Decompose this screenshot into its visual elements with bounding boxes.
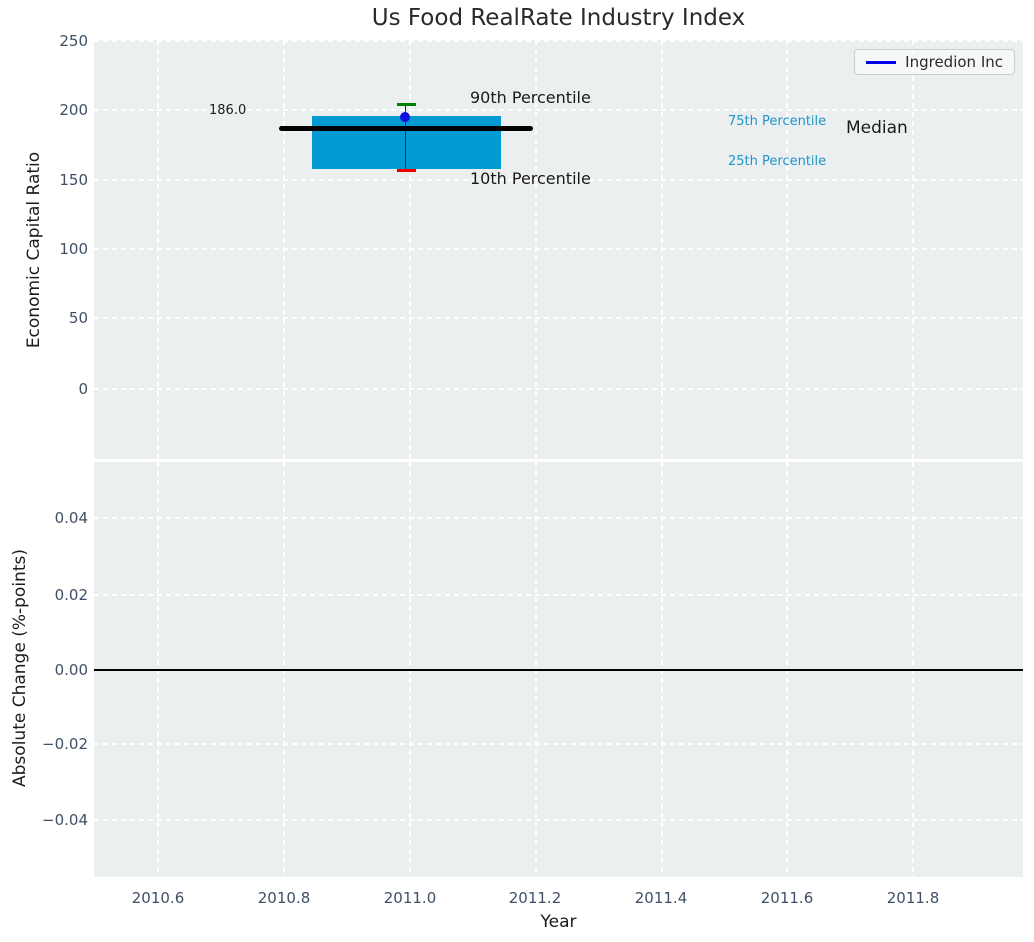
plot-area-top: 186.0 90th Percentile 10th Percentile 75… — [94, 40, 1023, 459]
ytick-label: 250 — [59, 32, 88, 50]
gridline — [94, 743, 1023, 745]
annotation-median: Median — [846, 118, 908, 138]
median-value-label: 186.0 — [209, 103, 247, 118]
plot-area-bottom — [94, 462, 1023, 877]
ytick-label: −0.04 — [42, 811, 88, 829]
xtick-label: 2011.6 — [760, 889, 814, 907]
gridline — [94, 179, 1023, 181]
cap-90th-percentile — [397, 103, 416, 106]
gridline — [94, 594, 1023, 596]
xtick-label: 2011.4 — [634, 889, 688, 907]
ytick-label: 0.00 — [54, 661, 88, 679]
cap-10th-percentile — [397, 169, 416, 172]
annotation-90th-percentile: 90th Percentile — [470, 88, 591, 107]
x-axis-label: Year — [540, 912, 577, 932]
ytick-label: 200 — [59, 101, 88, 119]
gridline — [94, 40, 1023, 42]
xtick-label: 2011.0 — [383, 889, 437, 907]
gridline — [94, 517, 1023, 519]
gridline — [94, 109, 1023, 111]
ytick-label: 0.02 — [54, 586, 88, 604]
whisker-line — [405, 104, 406, 170]
ytick-label: −0.02 — [42, 735, 88, 753]
ytick-label: 100 — [59, 240, 88, 258]
xtick-label: 2010.6 — [131, 889, 185, 907]
chart-title: Us Food RealRate Industry Index — [371, 5, 746, 31]
gridline — [94, 819, 1023, 821]
company-point — [400, 112, 410, 122]
gridline — [94, 317, 1023, 319]
legend-label: Ingredion Inc — [905, 53, 1003, 71]
gridline — [94, 388, 1023, 390]
ytick-label: 50 — [68, 309, 88, 327]
annotation-25th-percentile: 25th Percentile — [728, 154, 827, 169]
xtick-label: 2011.8 — [886, 889, 940, 907]
xtick-label: 2011.2 — [508, 889, 562, 907]
y-axis-label-top: Economic Capital Ratio — [24, 151, 44, 349]
median-line — [279, 126, 533, 131]
legend-line-icon — [866, 60, 897, 64]
legend: Ingredion Inc — [854, 49, 1015, 75]
ytick-label: 0.04 — [54, 509, 88, 527]
zero-line — [94, 669, 1023, 671]
y-axis-label-bottom: Absolute Change (%-points) — [10, 549, 30, 787]
box-iqr — [312, 116, 501, 169]
annotation-10th-percentile: 10th Percentile — [470, 169, 591, 188]
ytick-label: 150 — [59, 171, 88, 189]
annotation-75th-percentile: 75th Percentile — [728, 114, 827, 129]
xtick-label: 2010.8 — [257, 889, 311, 907]
ytick-label: 0 — [78, 380, 88, 398]
gridline — [94, 248, 1023, 250]
